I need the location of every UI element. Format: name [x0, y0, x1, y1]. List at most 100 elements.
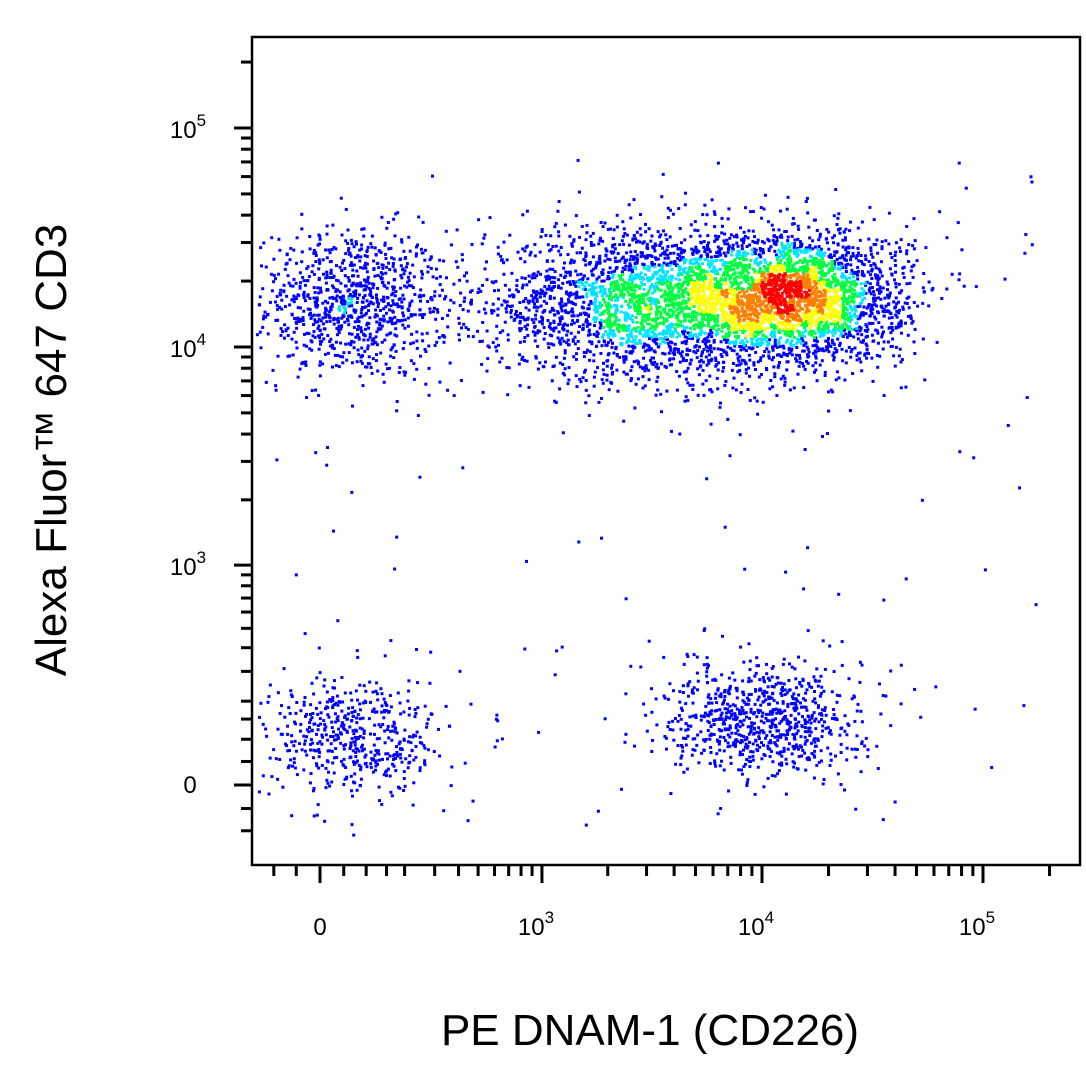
event-dot [536, 367, 540, 371]
event-dot [745, 746, 749, 750]
event-dot [877, 289, 881, 293]
event-dot [773, 341, 777, 345]
event-dot [728, 454, 732, 458]
event-dot [418, 735, 422, 739]
event-dot [670, 341, 674, 345]
event-dot [299, 709, 303, 713]
event-dot [770, 774, 774, 778]
event-dot [302, 734, 306, 738]
event-dot [707, 358, 711, 362]
event-dot [676, 256, 680, 260]
event-dot [781, 246, 785, 250]
event-dot [866, 755, 870, 759]
event-dot [650, 234, 654, 238]
event-dot [482, 307, 486, 311]
event-dot [497, 343, 500, 347]
event-dot [408, 304, 412, 308]
event-dot [829, 388, 833, 392]
event-dot [337, 331, 341, 335]
event-dot [823, 667, 827, 671]
event-dot [765, 672, 769, 676]
event-dot [667, 275, 671, 279]
event-dot [769, 741, 773, 745]
event-dot [647, 368, 651, 372]
event-dot [832, 713, 836, 717]
event-dot [330, 304, 334, 308]
event-dot [327, 715, 331, 719]
event-dot [695, 251, 699, 255]
event-dot [839, 783, 843, 786]
event-dot [775, 751, 779, 755]
event-dot [375, 330, 379, 334]
event-dot [824, 726, 828, 730]
event-dot [741, 699, 745, 703]
event-dot [651, 362, 655, 366]
event-dot [298, 271, 302, 275]
event-dot [688, 383, 692, 387]
event-dot [538, 295, 542, 299]
event-dot [713, 259, 717, 263]
event-dot [540, 319, 544, 323]
event-dot [387, 281, 390, 285]
event-dot [739, 348, 743, 352]
event-dot [392, 754, 395, 758]
event-dot [778, 750, 782, 754]
event-dot [735, 363, 739, 367]
event-dot [770, 734, 774, 737]
event-dot [684, 395, 688, 399]
event-dot [655, 333, 659, 337]
event-dot [867, 260, 871, 263]
event-dot [543, 309, 547, 312]
event-dot [290, 298, 294, 302]
event-dot [282, 667, 286, 671]
event-dot [703, 342, 707, 346]
event-dot [292, 248, 296, 252]
event-dot [316, 724, 320, 727]
event-dot [668, 728, 672, 731]
event-dot [366, 245, 370, 249]
event-dot [575, 319, 579, 323]
event-dot [386, 725, 390, 728]
event-dot [757, 695, 761, 699]
event-dot [545, 278, 548, 282]
event-dot [715, 329, 718, 333]
event-dot [305, 267, 309, 271]
event-dot [899, 324, 903, 328]
event-dot [705, 477, 709, 481]
event-dot [803, 742, 807, 746]
event-dot [639, 233, 643, 237]
event-dot [632, 255, 636, 259]
event-dot [357, 320, 361, 323]
event-dot [550, 327, 554, 331]
event-dot [802, 386, 806, 389]
event-dot [878, 269, 882, 273]
event-dot [365, 255, 369, 258]
event-dot [279, 293, 283, 297]
event-dot [339, 355, 343, 358]
event-dot [391, 299, 395, 303]
event-dot [372, 757, 375, 761]
event-dot [361, 701, 365, 705]
event-dot [881, 818, 885, 822]
event-dot [710, 335, 714, 339]
event-dot [893, 278, 896, 282]
event-dot [667, 323, 671, 327]
event-dot [353, 740, 357, 744]
event-dot [312, 323, 315, 327]
event-dot [317, 258, 321, 262]
event-dot [408, 754, 412, 758]
event-dot [912, 263, 916, 267]
event-dot [326, 446, 329, 449]
event-dot [832, 262, 836, 266]
event-dot [841, 359, 845, 363]
event-dot [588, 350, 592, 354]
event-dot [911, 244, 915, 248]
event-dot [679, 717, 683, 721]
event-dot [837, 592, 841, 596]
event-dot [629, 379, 633, 383]
event-dot [1022, 704, 1026, 708]
event-dot [319, 319, 323, 323]
event-dot [714, 718, 718, 721]
event-dot [774, 682, 778, 686]
event-dot [890, 316, 894, 320]
